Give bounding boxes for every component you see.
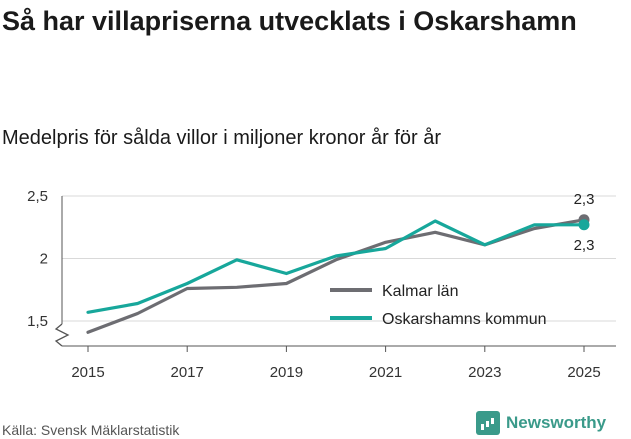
chart-title: Så har villapriserna utvecklats i Oskars…	[2, 6, 577, 36]
y-tick-label: 2	[40, 251, 48, 268]
x-tick-label: 2019	[270, 364, 303, 381]
brand-name: Newsworthy	[506, 413, 607, 432]
brand-logo: Newsworthy	[476, 408, 606, 438]
axis-break-icon	[54, 323, 70, 347]
chart-subtitle: Medelpris för sålda villor i miljoner kr…	[2, 127, 442, 149]
legend-label-1: Kalmar län	[382, 283, 458, 300]
series-end-point-2	[578, 219, 590, 231]
x-tick-label: 2023	[468, 364, 501, 381]
x-tick-label: 2025	[567, 364, 600, 381]
x-tick-label: 2017	[171, 364, 204, 381]
newsworthy-logo-icon	[476, 411, 500, 435]
legend-label-2: Oskarshamns kommun	[382, 311, 547, 328]
source-note: Källa: Svensk Mäklarstatistik	[2, 422, 180, 438]
end-value-label-2: 2,3	[574, 237, 595, 254]
x-tick-label: 2021	[369, 364, 402, 381]
end-value-label-1: 2,3	[574, 191, 595, 208]
y-tick-label: 1,5	[27, 313, 48, 330]
x-tick-label: 2015	[71, 364, 104, 381]
series-line-2	[86, 219, 586, 314]
y-tick-label: 2,5	[27, 188, 48, 205]
